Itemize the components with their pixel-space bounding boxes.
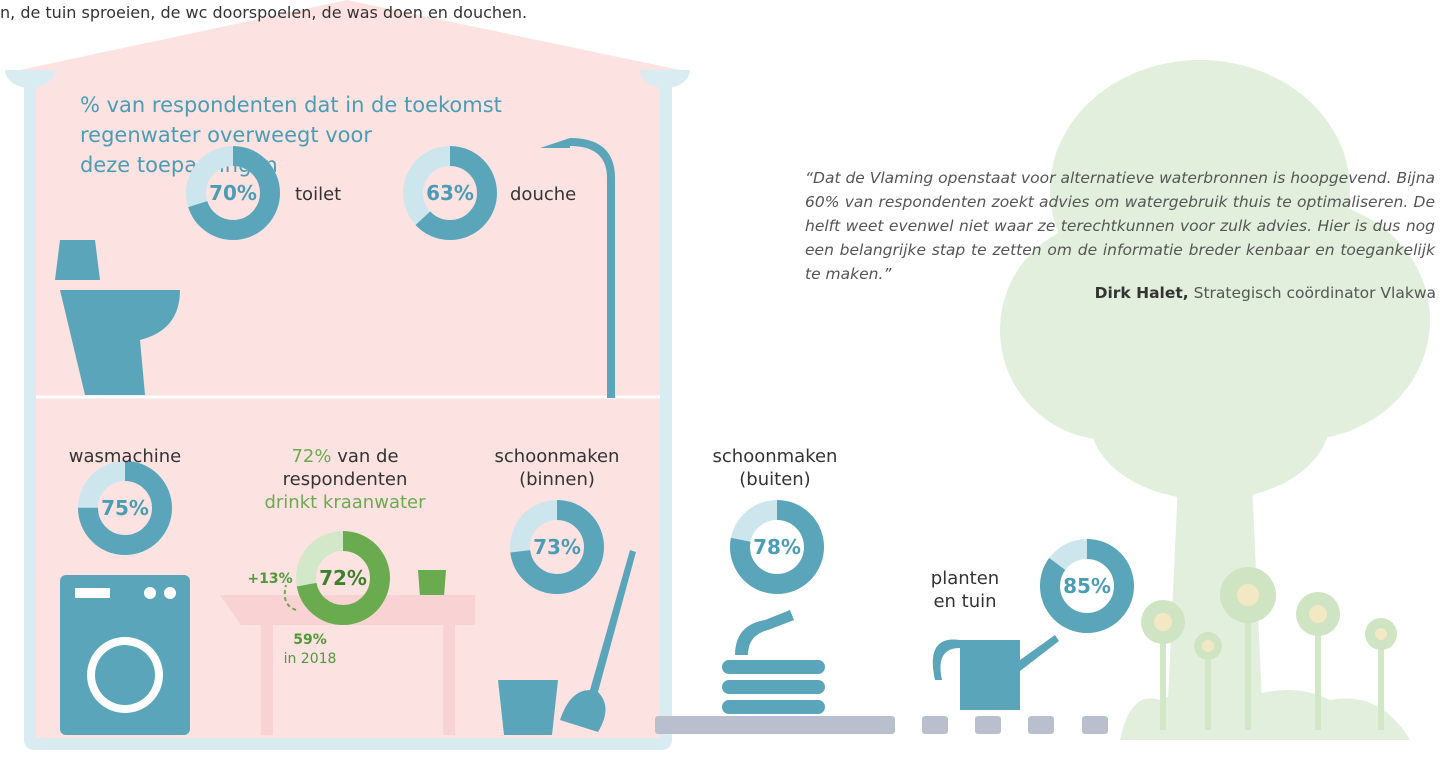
donut-value: 85% xyxy=(1063,574,1111,598)
author: Dirk Halet, Strategisch coördinator Vlak… xyxy=(1095,284,1436,302)
donut-label: (buiten) xyxy=(739,469,810,490)
donut-label: toilet xyxy=(295,184,341,205)
drink-text-part: van de xyxy=(337,446,398,467)
donut-label: (binnen) xyxy=(519,469,595,490)
donut-label: wasmachine xyxy=(69,446,181,467)
page: {"intro_text": "n, de tuin sproeien, de … xyxy=(0,0,1450,765)
donut-label: planten xyxy=(931,568,999,589)
drink-text: 72% van de xyxy=(291,446,398,467)
infographic: n, de tuin sproeien, de wc doorspoelen, … xyxy=(0,0,1450,765)
title: % van respondenten dat in de toekomst xyxy=(80,93,502,117)
donut-value: 73% xyxy=(533,535,581,559)
title: regenwater overweegt voor xyxy=(80,123,372,147)
author-name: Dirk Halet, xyxy=(1095,284,1189,302)
donut-label: en tuin xyxy=(933,591,996,612)
donut-value: 72% xyxy=(319,566,367,590)
donut-label: schoonmaken xyxy=(495,446,620,467)
previous: 59% xyxy=(293,632,327,648)
donut-value: 78% xyxy=(753,535,801,559)
donut-value: 70% xyxy=(209,181,257,205)
drink-text: respondenten xyxy=(283,469,408,490)
donut-label: schoonmaken xyxy=(713,446,838,467)
drink-text-part: 72% xyxy=(291,446,331,467)
donut-value: 75% xyxy=(101,496,149,520)
drink-text: drinkt kraanwater xyxy=(264,492,426,513)
previous-year: in 2018 xyxy=(284,651,337,667)
donut-value: 63% xyxy=(426,181,474,205)
quote: “Dat de Vlaming openstaat voor alternati… xyxy=(805,166,1435,286)
author-role: Strategisch coördinator Vlakwa xyxy=(1194,284,1436,302)
pavement xyxy=(655,716,1108,734)
donut-label: douche xyxy=(510,184,576,205)
intro-text: n, de tuin sproeien, de wc doorspoelen, … xyxy=(0,3,527,22)
change: +13% xyxy=(247,571,292,587)
